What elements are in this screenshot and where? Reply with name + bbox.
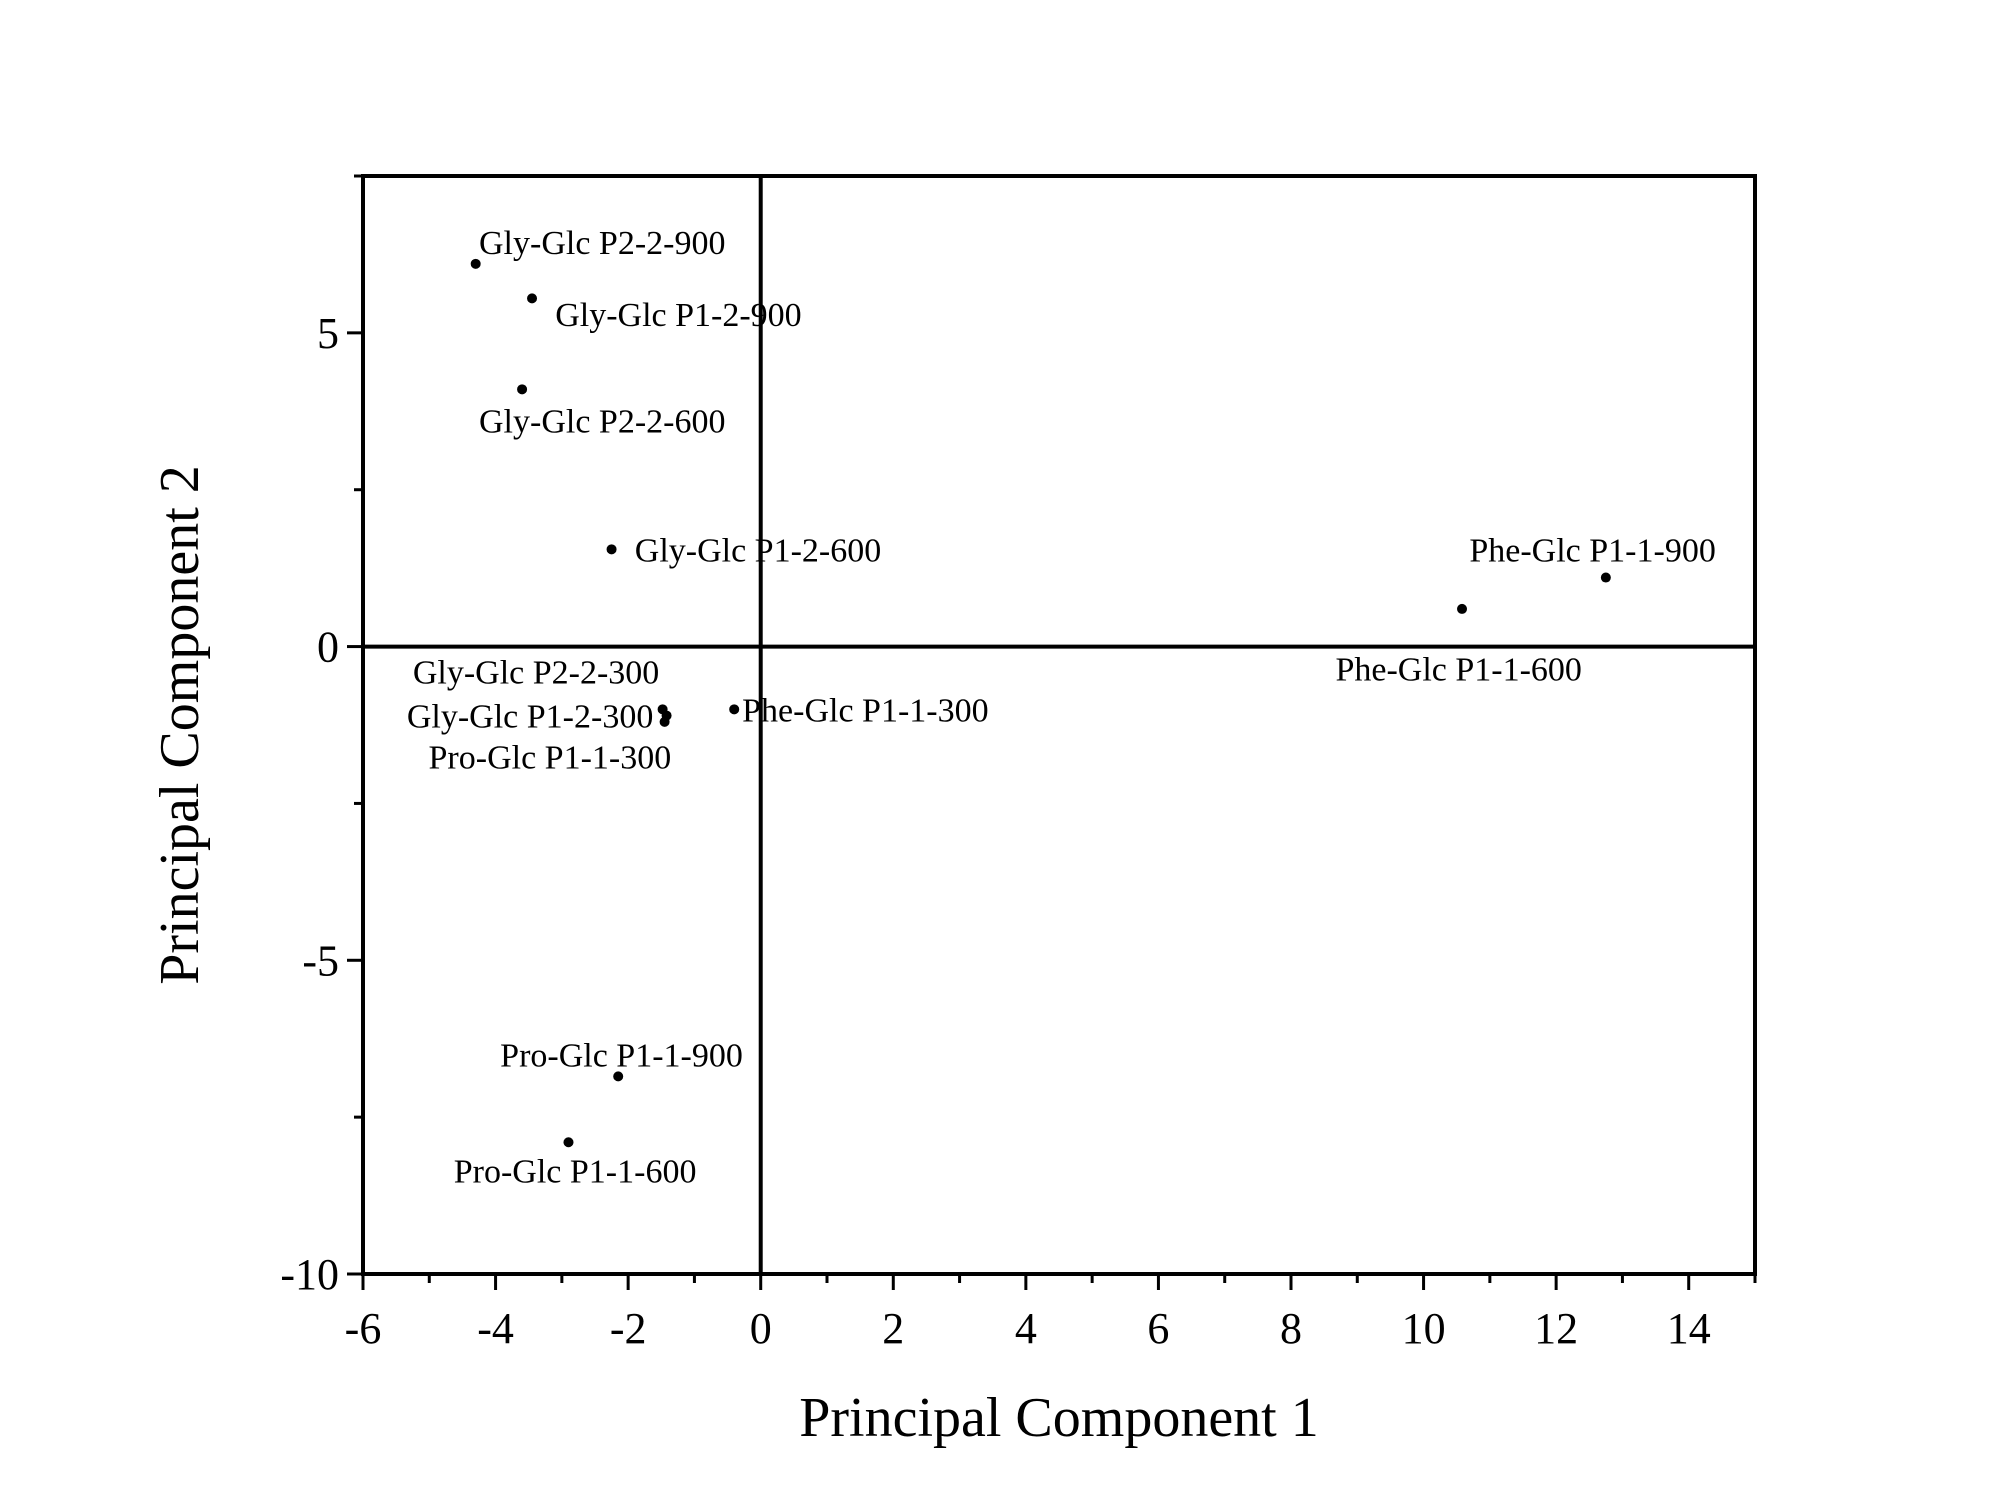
y-axis-title: Principal Component 2: [149, 465, 211, 985]
x-tick-label: -4: [477, 1304, 514, 1353]
data-point-label: Pro-Glc P1-1-600: [454, 1153, 697, 1190]
x-tick-label: 14: [1667, 1304, 1711, 1353]
data-points: [470, 258, 1611, 1148]
point-labels: Gly-Glc P2-2-900 Gly-Glc P1-2-900 Gly-Glc …: [407, 225, 1716, 1191]
data-point: [613, 1071, 624, 1082]
data-point-label: Gly-Glc P2-2-600: [479, 404, 725, 441]
data-point: [1457, 603, 1468, 614]
data-point-label: Pro-Glc P1-1-900: [500, 1037, 743, 1074]
data-point-label: Pro-Glc P1-1-300: [429, 739, 672, 776]
data-point-label: Gly-Glc P1-2-600: [635, 532, 881, 569]
data-point: [606, 544, 617, 555]
y-tick-label: 5: [317, 309, 339, 358]
data-point: [527, 293, 538, 304]
data-point-label: Gly-Glc P1-2-900: [555, 297, 801, 334]
plot-area-frame: [361, 174, 1757, 1276]
data-point-label: Phe-Glc P1-1-600: [1335, 652, 1581, 689]
x-tick-label: 4: [1015, 1304, 1037, 1353]
data-point: [1600, 572, 1611, 583]
y-tick-label: -5: [302, 936, 339, 985]
x-tick-label: -2: [610, 1304, 647, 1353]
data-point: [517, 384, 528, 395]
data-point-label: Phe-Glc P1-1-900: [1469, 532, 1715, 569]
data-point: [659, 716, 670, 727]
x-tick-label: 8: [1280, 1304, 1302, 1353]
x-tick-label: 10: [1402, 1304, 1446, 1353]
x-tick-label: -6: [345, 1304, 382, 1353]
x-axis-title: Principal Component 1: [799, 1387, 1319, 1449]
x-tick-label: 6: [1147, 1304, 1169, 1353]
y-axis: -10 -5 0 5: [280, 174, 363, 1299]
data-point: [729, 704, 740, 715]
data-point: [563, 1137, 574, 1148]
y-tick-label: -10: [280, 1250, 339, 1299]
data-point-label: Gly-Glc P2-2-300: [413, 655, 659, 692]
reference-lines: [363, 176, 1755, 1274]
data-point-label: Gly-Glc P1-2-300: [407, 699, 653, 736]
x-tick-label: 2: [882, 1304, 904, 1353]
data-point-label: Gly-Glc P2-2-900: [479, 225, 725, 262]
y-tick-label: 0: [317, 623, 339, 672]
x-tick-label: 0: [750, 1304, 772, 1353]
x-tick-label: 12: [1534, 1304, 1578, 1353]
data-point: [470, 258, 481, 269]
data-point-label: Phe-Glc P1-1-300: [742, 692, 988, 729]
x-axis: -6 -4 -2 0 2 4 6 8 10 12 14: [345, 1274, 1757, 1353]
